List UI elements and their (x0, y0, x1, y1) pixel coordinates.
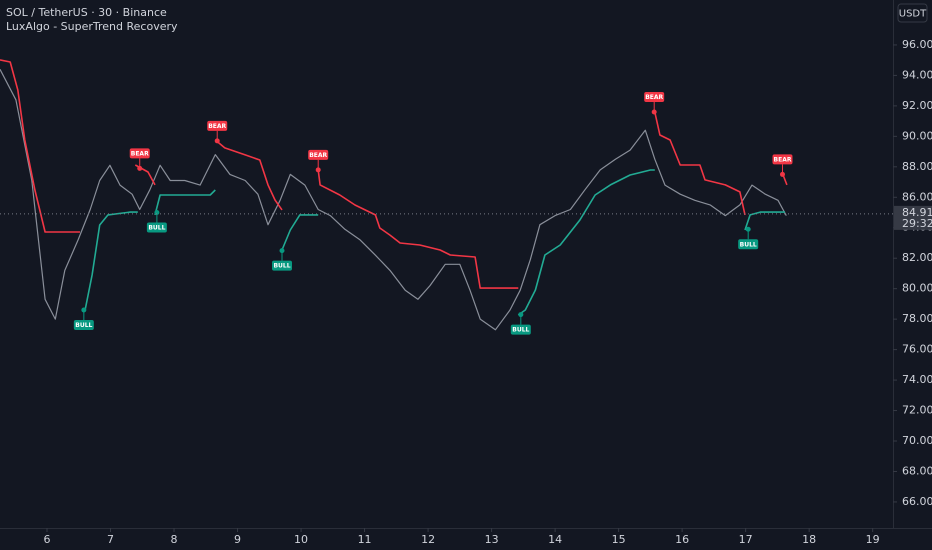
y-tick-label: 94.00 (902, 68, 932, 81)
x-tick-label: 12 (421, 533, 435, 546)
chart-title: SOL / TetherUS · 30 · Binance (6, 6, 167, 19)
signal-dot (518, 312, 524, 318)
signal-label: BEAR (774, 156, 792, 163)
y-tick-label: 92.00 (902, 99, 932, 112)
signal-box (207, 120, 228, 131)
signal-dot (315, 167, 321, 173)
last-price-box (894, 205, 932, 230)
y-tick-label: 90.00 (902, 129, 932, 142)
y-tick-label: 88.00 (902, 160, 932, 173)
signal-box (272, 260, 292, 271)
signal-box (772, 154, 793, 165)
supertrend-line (84, 169, 785, 316)
signal-label: BEAR (645, 94, 663, 101)
signal-dot (779, 171, 785, 177)
signal-box (308, 149, 329, 160)
x-tick-label: 14 (548, 533, 562, 546)
signal-label: BULL (740, 241, 757, 248)
signal-box (510, 324, 531, 335)
signal-dot (651, 109, 657, 115)
x-tick-label: 17 (739, 533, 753, 546)
signal-box (738, 239, 759, 250)
signal-label: BULL (273, 263, 290, 270)
currency[interactable]: USDT (899, 9, 927, 20)
last-price: 84.91 (902, 206, 932, 219)
x-tick-label: 13 (485, 533, 499, 546)
x-tick-label: 8 (171, 533, 178, 546)
x-tick-label: 10 (294, 533, 308, 546)
signal-box (644, 91, 665, 102)
y-tick-label: 72.00 (902, 404, 932, 417)
x-tick-label: 18 (802, 533, 816, 546)
y-tick-label: 66.00 (902, 495, 932, 508)
y-tick-label: 82.00 (902, 251, 932, 264)
signal-box (129, 148, 150, 159)
y-tick-label: 78.00 (902, 312, 932, 325)
x-tick-label: 11 (358, 533, 372, 546)
x-tick-label: 16 (675, 533, 689, 546)
signal-dot (137, 165, 143, 171)
signal-label: BEAR (131, 150, 149, 157)
signal-label: BULL (75, 322, 92, 329)
y-tick-label: 70.00 (902, 434, 932, 447)
y-tick-label: 86.00 (902, 190, 932, 203)
indicator-name: LuxAlgo - SuperTrend Recovery (6, 20, 178, 33)
x-tick-label: 19 (866, 533, 880, 546)
currency-box[interactable] (897, 3, 928, 23)
x-tick-label: 6 (44, 533, 51, 546)
x-tick-label: 15 (612, 533, 626, 546)
y-tick-label: 68.00 (902, 464, 932, 477)
y-tick-label: 76.00 (902, 343, 932, 356)
signal-dot (81, 307, 87, 313)
x-tick-label: 7 (107, 533, 114, 546)
supertrend-line (0, 59, 788, 289)
signal-dot (279, 248, 285, 254)
signal-dot (745, 226, 751, 232)
signal-dot (214, 138, 220, 144)
price-line (0, 69, 787, 331)
signal-label: BULL (512, 327, 529, 334)
signal-dot (154, 210, 160, 216)
signal-label: BULL (148, 225, 165, 232)
y-tick-label: 80.00 (902, 282, 932, 295)
signal-label: BEAR (208, 123, 226, 130)
y-tick-label: 96.00 (902, 38, 932, 51)
signal-box (146, 222, 167, 233)
x-tick-label: 9 (234, 533, 241, 546)
countdown: 29:32 (902, 217, 932, 230)
y-tick-label: 74.00 (902, 373, 932, 386)
signal-box (73, 320, 94, 331)
signal-label: BEAR (309, 152, 327, 159)
